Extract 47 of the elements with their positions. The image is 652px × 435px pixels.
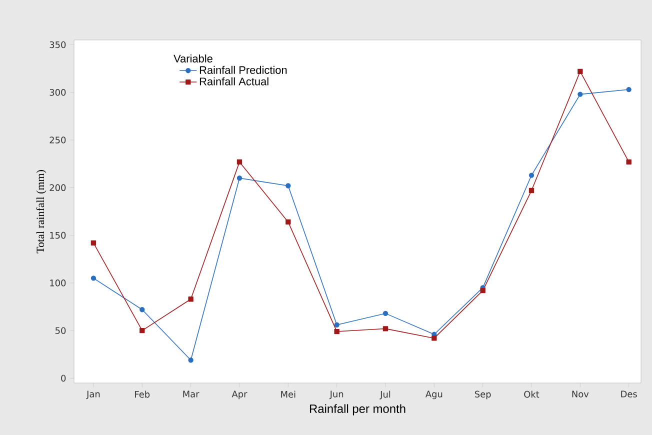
point [90, 276, 96, 281]
y-tick-label: 350 [50, 41, 66, 48]
x-tick-label: Okt [524, 390, 540, 398]
y-tick-label: 250 [50, 136, 66, 144]
x-tick-label: Nov [572, 390, 589, 398]
point [188, 358, 194, 363]
point [626, 86, 632, 92]
y-axis-title: Total rainfall (mm) [36, 170, 46, 254]
point [236, 176, 242, 181]
x-tick-label: Feb [135, 390, 150, 398]
x-tick-label: Mar [183, 390, 200, 398]
y-tick-label: 100 [50, 280, 66, 286]
point [626, 159, 632, 165]
point [578, 68, 583, 74]
x-tick-label: Jan [86, 390, 100, 400]
point [334, 322, 340, 328]
point [334, 328, 340, 334]
x-tick-label: Sep [474, 390, 491, 400]
point [286, 183, 291, 188]
point [528, 172, 534, 178]
y-tick-label: 0 [61, 374, 66, 382]
legend-title: Variable [174, 54, 212, 63]
y-tick-label: 300 [50, 89, 66, 96]
x-tick-label: Mei [281, 390, 296, 398]
point [480, 288, 486, 294]
point [188, 296, 194, 302]
point [382, 310, 388, 316]
point [286, 219, 291, 225]
y-tick-label: 150 [50, 232, 66, 239]
point [382, 326, 388, 332]
y-tick-label: 200 [50, 184, 66, 192]
x-tick-label: Jun [329, 390, 344, 400]
point [140, 307, 145, 312]
point [140, 328, 145, 334]
x-tick-label: Agu [425, 390, 442, 400]
point [432, 336, 437, 341]
x-tick-label: Apr [232, 390, 248, 400]
legend-label: Rainfall Actual [200, 77, 268, 86]
point [578, 92, 583, 97]
x-axis-title: Rainfall per month [310, 404, 406, 416]
point [528, 188, 534, 194]
legend-label: Rainfall Prediction [200, 66, 287, 74]
x-tick-label: Des [621, 390, 637, 398]
y-tick-label: 50 [56, 327, 66, 334]
x-tick-label: Jul [380, 390, 390, 400]
point [90, 240, 96, 246]
point [236, 159, 242, 165]
